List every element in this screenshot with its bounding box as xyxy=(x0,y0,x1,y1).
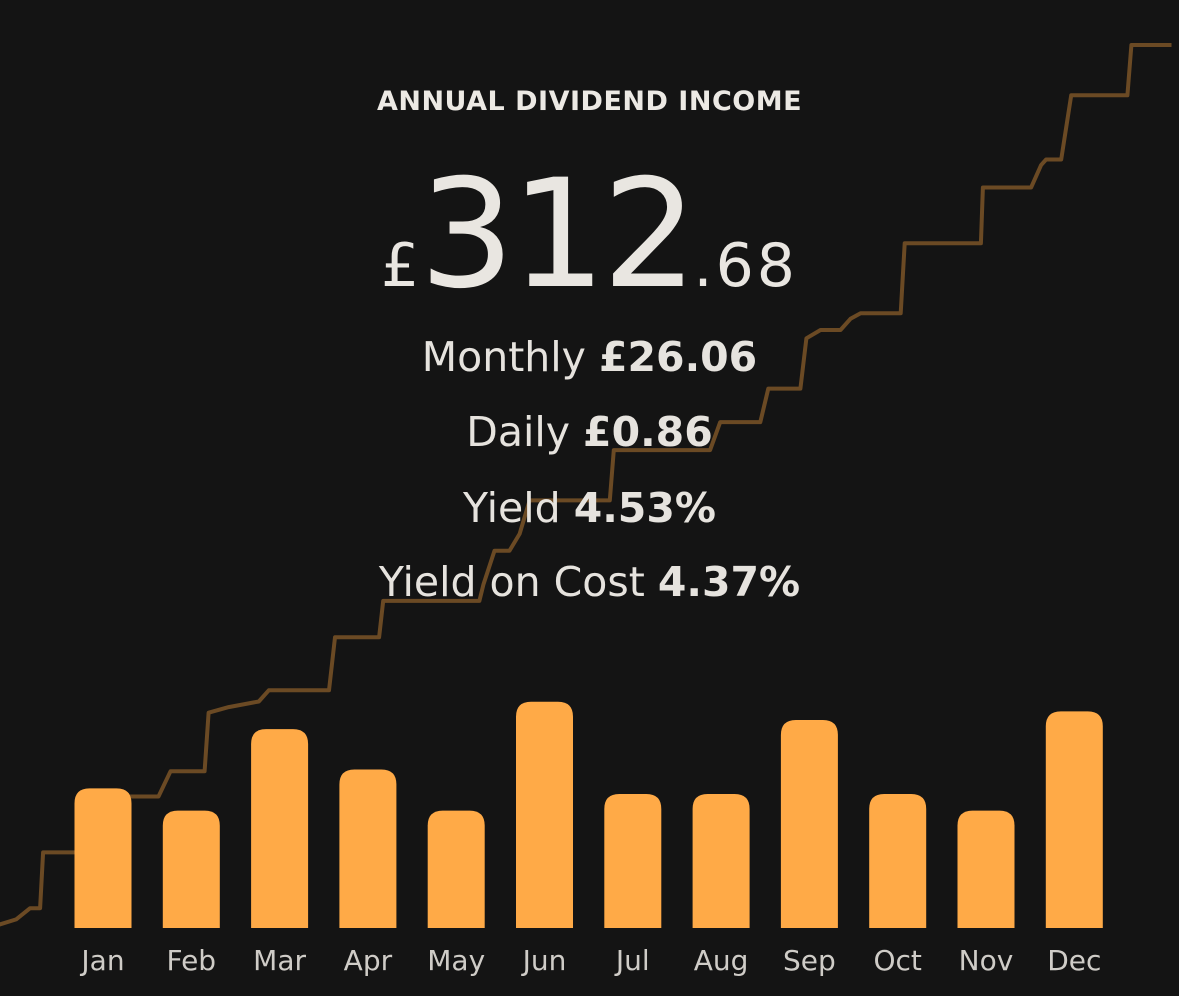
month-labels-layer: Jan Feb Mar Apr May Jun Jul Aug Sep Oct Nov Dec xyxy=(79,944,1101,977)
month-label-apr: Apr xyxy=(344,944,393,977)
monthly-bars-layer xyxy=(74,701,1103,928)
bar-jun xyxy=(516,701,573,928)
bar-mar xyxy=(251,729,309,928)
bar-dec xyxy=(1045,711,1103,928)
monthly-label: Monthly xyxy=(421,333,586,381)
bar-nov xyxy=(957,810,1015,928)
yield-on-cost-label: Yield on Cost xyxy=(378,558,645,606)
month-label-mar: Mar xyxy=(253,944,306,977)
bar-jul xyxy=(604,794,662,928)
amount-fraction: .68 xyxy=(693,231,798,301)
bar-oct xyxy=(869,794,927,928)
daily-label: Daily xyxy=(466,408,570,456)
month-label-feb: Feb xyxy=(167,944,217,977)
month-label-nov: Nov xyxy=(959,944,1014,977)
yield-on-cost-value: 4.37% xyxy=(657,558,801,606)
bar-may xyxy=(427,810,485,928)
month-label-sep: Sep xyxy=(783,944,836,977)
monthly-stat: Monthly £26.06 xyxy=(0,333,1179,381)
bar-feb xyxy=(162,810,220,928)
month-label-aug: Aug xyxy=(694,944,749,977)
yield-value: 4.53% xyxy=(573,484,716,532)
daily-value: £0.86 xyxy=(583,408,713,456)
month-label-jun: Jun xyxy=(521,944,567,977)
bar-aug xyxy=(692,794,750,928)
monthly-value: £26.06 xyxy=(599,333,758,381)
month-label-may: May xyxy=(427,944,485,977)
daily-stat: Daily £0.86 xyxy=(0,408,1179,456)
month-label-oct: Oct xyxy=(873,944,921,977)
bar-jan xyxy=(74,788,132,928)
yield-label: Yield xyxy=(463,484,561,532)
bar-apr xyxy=(339,769,397,928)
page-title: ANNUAL DIVIDEND INCOME xyxy=(376,86,803,117)
yield-on-cost-stat: Yield on Cost 4.37% xyxy=(0,558,1179,606)
month-label-jan: Jan xyxy=(79,944,124,977)
bar-sep xyxy=(780,719,838,928)
currency-symbol: £ xyxy=(381,231,420,301)
month-label-jul: Jul xyxy=(614,944,650,977)
annual-total-amount: £312.68 xyxy=(0,150,1179,320)
month-label-dec: Dec xyxy=(1047,944,1101,977)
amount-whole: 312 xyxy=(419,148,697,322)
yield-stat: Yield 4.53% xyxy=(0,484,1179,532)
